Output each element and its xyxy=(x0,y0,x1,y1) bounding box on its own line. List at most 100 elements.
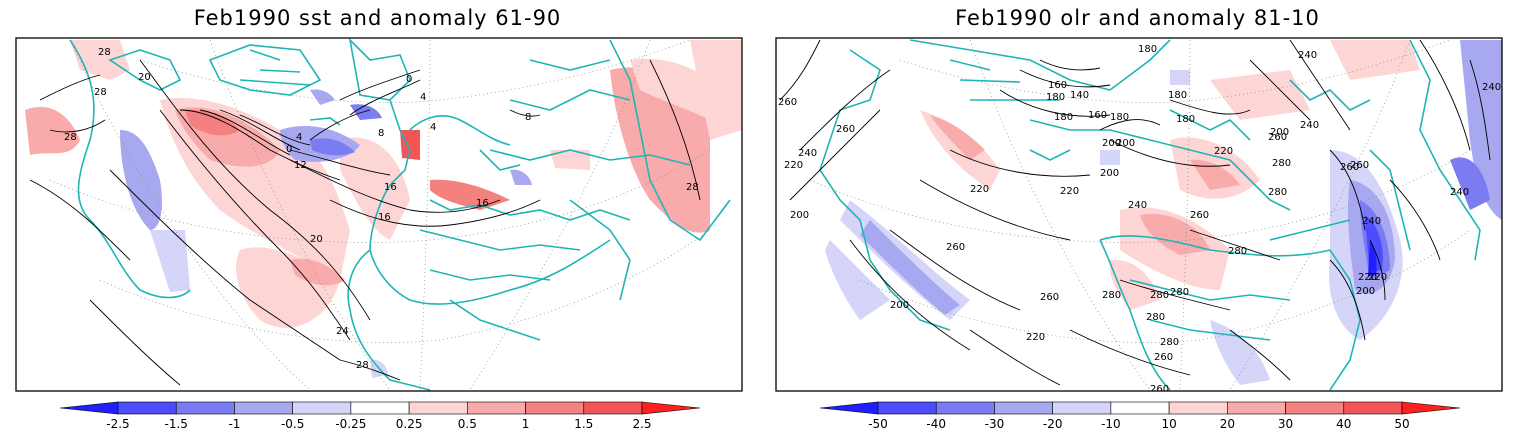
sst-colorbar-segment xyxy=(467,401,526,415)
olr-contour-label: 180 xyxy=(1046,92,1065,103)
sst-contour-label: 8 xyxy=(525,112,531,123)
olr-contour-label: 260 xyxy=(1040,292,1059,303)
sst-panel: Feb1990 sst and anomaly 61-90 xyxy=(10,0,745,430)
olr-contour-label: 200 xyxy=(1102,138,1121,149)
sst-contour-label: 20 xyxy=(138,72,151,83)
olr-colorbar-segment xyxy=(819,401,879,415)
sst-colorbar-segment xyxy=(292,401,352,415)
olr-colorbar-segment xyxy=(1052,401,1112,415)
olr-colorbar-label: 50 xyxy=(1394,417,1409,430)
sst-colorbar-label: -1 xyxy=(228,417,240,430)
sst-colorbar-label: -2.5 xyxy=(106,417,129,430)
olr-colorbar-label: 30 xyxy=(1278,417,1293,430)
sst-contour-label: 24 xyxy=(336,326,349,337)
olr-map-frame xyxy=(775,37,1503,392)
olr-contour-label: 260 xyxy=(836,124,855,135)
olr-colorbar-label: -40 xyxy=(926,417,946,430)
olr-contour-label: 220 xyxy=(1368,272,1387,283)
olr-colorbar-label: -30 xyxy=(985,417,1005,430)
olr-contour-label: 200 xyxy=(890,300,909,311)
olr-colorbar-segment xyxy=(994,401,1053,415)
sst-colorbar-segment xyxy=(59,401,119,415)
sst-contour-label: 8 xyxy=(378,128,384,139)
olr-contour-label: 280 xyxy=(1272,158,1291,169)
olr-colorbar-segment xyxy=(877,401,937,415)
olr-map: 260 260 240 220 200 260 200 220 220 200 … xyxy=(775,37,1503,395)
olr-contour-label: 260 xyxy=(946,242,965,253)
olr-contour-label: 240 xyxy=(798,148,817,159)
sst-contour-label: 0 xyxy=(406,74,412,85)
olr-contour-label: 220 xyxy=(970,184,989,195)
sst-colorbar-label: -1.5 xyxy=(165,417,188,430)
sst-contour-label: 16 xyxy=(476,198,489,209)
olr-contour-label: 220 xyxy=(1214,146,1233,157)
sst-contour-label: 0 xyxy=(286,144,292,155)
olr-contour-label: 220 xyxy=(784,160,803,171)
olr-colorbar-label: -10 xyxy=(1101,417,1121,430)
olr-contour-label: 240 xyxy=(1300,120,1319,131)
olr-contour-label: 200 xyxy=(1116,138,1135,149)
olr-contour-label: 280 xyxy=(1228,246,1247,257)
olr-contour-label: 240 xyxy=(1298,50,1317,61)
olr-contour-label: 260 xyxy=(1340,162,1359,173)
olr-contour-label: 180 xyxy=(1138,44,1157,55)
olr-contour-label: 260 xyxy=(1350,160,1369,171)
olr-colorbar-segment xyxy=(1168,401,1228,415)
olr-contour-label: 280 xyxy=(1268,187,1287,198)
olr-contour-label: 200 xyxy=(1356,286,1375,297)
olr-panel: Feb1990 olr and anomaly 81-10 xyxy=(770,0,1505,430)
olr-colorbar-segment xyxy=(1285,401,1345,415)
olr-contour-label: 240 xyxy=(1362,216,1381,227)
olr-contour-label: 260 xyxy=(1190,210,1209,221)
sst-colorbar-segment xyxy=(583,401,643,415)
olr-contour-label: 280 xyxy=(1150,290,1169,301)
olr-contour-label: 180 xyxy=(1176,114,1195,125)
sst-panel-title: Feb1990 sst and anomaly 61-90 xyxy=(193,6,562,30)
olr-contour-label: 240 xyxy=(1482,82,1501,93)
olr-contour-label: 220 xyxy=(1060,186,1079,197)
sst-coastlines xyxy=(69,38,731,391)
olr-contour-label: 160 xyxy=(1088,110,1107,121)
olr-contour-label: 240 xyxy=(1128,200,1147,211)
sst-colorbar-label: 0.25 xyxy=(396,417,423,430)
olr-colorbar-segment xyxy=(1110,401,1170,415)
sst-colorbar-label: 1 xyxy=(522,417,530,430)
sst-colorbar-segment xyxy=(117,401,177,415)
olr-contour-label: 260 xyxy=(778,97,797,108)
olr-contours xyxy=(779,39,1491,386)
sst-colorbar-segment xyxy=(408,401,468,415)
olr-colorbar-segment xyxy=(935,401,995,415)
sst-colorbar-label: 1.5 xyxy=(574,417,593,430)
olr-colorbar-label: -50 xyxy=(868,417,888,430)
sst-graticule xyxy=(49,39,711,391)
olr-contour-label: 220 xyxy=(1026,332,1045,343)
sst-contour-label: 20 xyxy=(310,234,323,245)
sst-colorbar-label: 2.5 xyxy=(632,417,651,430)
sst-contour-label: 4 xyxy=(296,132,302,143)
sst-colorbar-segment xyxy=(350,401,410,415)
sst-colorbar-segment xyxy=(525,401,585,415)
olr-colorbar: -50 -40 -30 -20 -10 10 20 30 40 50 xyxy=(819,401,1461,430)
olr-colorbar-segment xyxy=(1227,401,1286,415)
sst-colorbar-label: -0.5 xyxy=(281,417,304,430)
olr-contour-labels: 260 260 240 220 200 260 200 220 220 200 … xyxy=(778,44,1501,395)
olr-coastlines xyxy=(819,39,1481,391)
olr-panel-title: Feb1990 olr and anomaly 81-10 xyxy=(955,6,1320,30)
olr-contour-label: 260 xyxy=(1150,384,1169,395)
olr-colorbar-segment xyxy=(1343,401,1403,415)
sst-contour-label: 16 xyxy=(384,182,397,193)
olr-contour-label: 280 xyxy=(1160,337,1179,348)
olr-anomaly-shading xyxy=(825,40,1502,385)
sst-contour-label: 12 xyxy=(294,160,307,171)
sst-contour-label: 4 xyxy=(430,122,436,133)
olr-graticule xyxy=(809,39,1471,391)
sst-colorbar-label: 0.5 xyxy=(458,417,477,430)
olr-contour-label: 180 xyxy=(1110,112,1129,123)
olr-colorbar-label: 40 xyxy=(1336,417,1351,430)
olr-contour-label: 200 xyxy=(790,210,809,221)
sst-map: 28 20 28 28 0 4 8 4 0 4 12 16 16 8 16 20… xyxy=(15,37,743,392)
sst-colorbar-segment xyxy=(641,401,701,415)
sst-colorbar-label: -0.25 xyxy=(335,417,366,430)
sst-isotherms xyxy=(29,59,701,386)
olr-contour-label: 260 xyxy=(1154,352,1173,363)
